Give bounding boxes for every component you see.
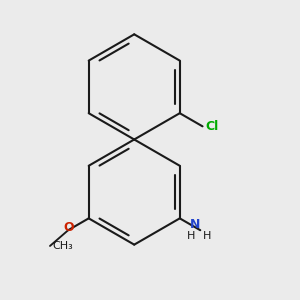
Text: H: H — [203, 232, 211, 242]
Text: Cl: Cl — [205, 120, 218, 133]
Text: N: N — [190, 218, 200, 231]
Text: H: H — [187, 232, 195, 242]
Text: O: O — [63, 221, 74, 234]
Text: CH₃: CH₃ — [52, 241, 74, 251]
